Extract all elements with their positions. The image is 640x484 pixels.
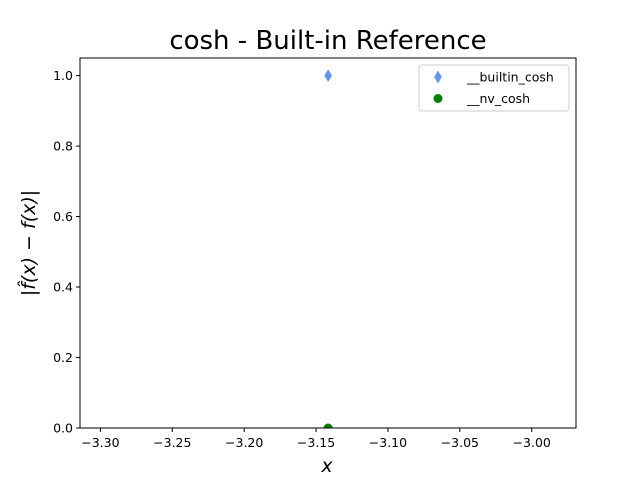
- x-tick-label: −3.05: [441, 435, 479, 450]
- data-point-nvcosh: [323, 423, 333, 428]
- legend-label: __builtin_cosh: [466, 70, 554, 85]
- data-point-builtincosh: [324, 69, 333, 83]
- x-axis: −3.30 −3.25 −3.20 −3.15 −3.10 −3.05 −3.00: [81, 428, 551, 450]
- x-tick-label: −3.15: [297, 435, 335, 450]
- y-axis: 0.0 0.2 0.4 0.6 0.8 1.0: [53, 68, 80, 436]
- y-tick-label: 1.0: [53, 68, 73, 83]
- legend-label: __nv_cosh: [466, 91, 530, 106]
- x-tick-label: −3.30: [81, 435, 119, 450]
- x-axis-label: x: [320, 455, 333, 477]
- y-tick-label: 0.0: [53, 421, 73, 436]
- plot-area: [80, 58, 576, 428]
- legend-box: [418, 64, 570, 112]
- y-tick-label: 0.2: [53, 350, 73, 365]
- legend: __builtin_cosh __nv_cosh: [418, 64, 570, 112]
- x-tick-label: −3.00: [513, 435, 551, 450]
- chart-title: cosh - Built-in Reference: [169, 26, 486, 56]
- x-tick-label: −3.10: [369, 435, 407, 450]
- data-points: [323, 69, 333, 428]
- y-axis-label: |f̂(x) − f(x)|: [18, 190, 40, 296]
- legend-marker: [434, 70, 442, 84]
- plot-frame: [79, 57, 577, 429]
- y-tick-label: 0.4: [53, 280, 73, 295]
- y-tick-label: 0.8: [53, 139, 73, 154]
- x-tick-label: −3.20: [225, 435, 263, 450]
- legend-marker: [433, 94, 443, 103]
- y-tick-label: 0.6: [53, 209, 73, 224]
- x-tick-label: −3.25: [153, 435, 191, 450]
